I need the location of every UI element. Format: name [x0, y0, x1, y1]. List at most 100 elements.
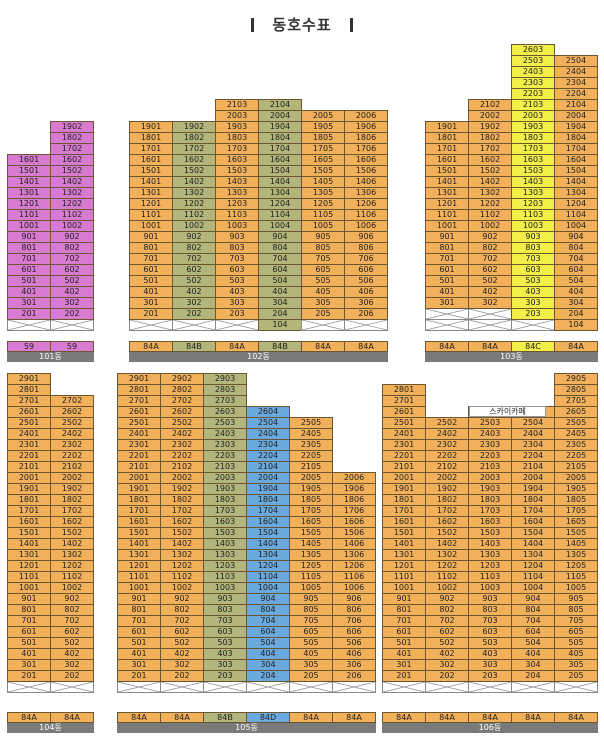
unit-cell[interactable]: 2302 [425, 439, 469, 451]
unit-cell[interactable]: 1404 [554, 176, 598, 188]
unit-cell[interactable]: 704 [554, 253, 598, 265]
unit-cell[interactable]: 1906 [332, 483, 376, 495]
unit-cell[interactable]: 1704 [258, 143, 302, 155]
unit-cell[interactable]: 1101 [7, 209, 51, 221]
unit-cell[interactable]: 1202 [160, 560, 204, 572]
unit-cell[interactable]: 2004 [554, 110, 598, 122]
unit-cell[interactable]: 1201 [382, 560, 426, 572]
unit-cell[interactable]: 1105 [301, 209, 345, 221]
unit-cell[interactable]: 1404 [511, 538, 555, 550]
unit-cell[interactable]: 1303 [203, 549, 247, 561]
unit-cell[interactable]: 303 [511, 297, 555, 309]
unit-cell[interactable]: 605 [554, 626, 598, 638]
unit-cell[interactable]: 1504 [258, 165, 302, 177]
unit-cell[interactable]: 1203 [203, 560, 247, 572]
unit-cell[interactable]: 1904 [258, 121, 302, 133]
unit-cell[interactable]: 1003 [511, 220, 555, 232]
unit-cell[interactable]: 2201 [117, 450, 161, 462]
unit-cell[interactable]: 701 [117, 615, 161, 627]
unit-cell[interactable]: 1301 [382, 549, 426, 561]
unit-cell[interactable]: 1402 [160, 538, 204, 550]
unit-cell[interactable]: 104 [258, 319, 302, 331]
unit-cell[interactable]: 903 [468, 593, 512, 605]
unit-cell[interactable]: 1201 [117, 560, 161, 572]
unit-cell[interactable]: 1605 [301, 154, 345, 166]
unit-cell[interactable]: 201 [129, 308, 173, 320]
unit-cell[interactable]: 1603 [468, 516, 512, 528]
unit-cell[interactable]: 1104 [554, 209, 598, 221]
unit-cell[interactable]: 602 [468, 264, 512, 276]
unit-cell[interactable]: 1505 [289, 527, 333, 539]
unit-cell[interactable]: 2005 [289, 472, 333, 484]
unit-cell[interactable]: 801 [425, 242, 469, 254]
unit-cell[interactable]: 306 [332, 659, 376, 671]
unit-cell[interactable]: 502 [50, 637, 94, 649]
unit-cell[interactable]: 1703 [468, 505, 512, 517]
unit-cell[interactable]: 2103 [203, 461, 247, 473]
unit-cell[interactable]: 1204 [554, 198, 598, 210]
unit-cell[interactable]: 303 [468, 659, 512, 671]
unit-cell[interactable]: 1202 [425, 560, 469, 572]
unit-cell[interactable]: 1905 [289, 483, 333, 495]
unit-cell[interactable]: 201 [7, 670, 51, 682]
unit-cell[interactable]: 1701 [425, 143, 469, 155]
unit-cell[interactable]: 1605 [289, 516, 333, 528]
unit-cell[interactable]: 403 [215, 286, 259, 298]
unit-cell[interactable]: 1702 [50, 143, 94, 155]
unit-cell[interactable]: 802 [172, 242, 216, 254]
unit-cell[interactable]: 1705 [289, 505, 333, 517]
unit-cell[interactable]: 302 [50, 297, 94, 309]
unit-cell[interactable]: 902 [425, 593, 469, 605]
unit-cell[interactable]: 501 [382, 637, 426, 649]
unit-cell[interactable]: 406 [344, 286, 388, 298]
unit-cell[interactable]: 2603 [511, 44, 555, 56]
unit-cell[interactable]: 2201 [7, 450, 51, 462]
unit-cell[interactable]: 703 [511, 253, 555, 265]
unit-cell[interactable]: 2402 [50, 428, 94, 440]
unit-cell[interactable]: 1503 [511, 165, 555, 177]
unit-cell[interactable]: 201 [382, 670, 426, 682]
unit-cell[interactable]: 701 [425, 253, 469, 265]
unit-cell[interactable]: 705 [301, 253, 345, 265]
unit-cell[interactable]: 1205 [301, 198, 345, 210]
unit-cell[interactable]: 705 [289, 615, 333, 627]
unit-cell[interactable]: 2405 [554, 428, 598, 440]
unit-cell[interactable]: 1703 [203, 505, 247, 517]
unit-cell[interactable]: 801 [7, 242, 51, 254]
unit-cell[interactable]: 703 [215, 253, 259, 265]
unit-cell[interactable]: 504 [511, 637, 555, 649]
unit-cell[interactable]: 2701 [382, 395, 426, 407]
unit-cell[interactable]: 1904 [554, 121, 598, 133]
unit-cell[interactable]: 1804 [511, 494, 555, 506]
unit-cell[interactable]: 603 [511, 264, 555, 276]
unit-cell[interactable]: 605 [289, 626, 333, 638]
unit-cell[interactable]: 901 [382, 593, 426, 605]
unit-cell[interactable]: 1401 [7, 538, 51, 550]
unit-cell[interactable]: 1701 [382, 505, 426, 517]
unit-cell[interactable]: 1803 [203, 494, 247, 506]
unit-cell[interactable]: 206 [344, 308, 388, 320]
unit-cell[interactable]: 1903 [468, 483, 512, 495]
unit-cell[interactable]: 803 [215, 242, 259, 254]
unit-cell[interactable]: 405 [289, 648, 333, 660]
unit-cell[interactable]: 602 [50, 626, 94, 638]
unit-cell[interactable]: 1302 [468, 187, 512, 199]
unit-cell[interactable]: 306 [344, 297, 388, 309]
unit-cell[interactable]: 1401 [7, 176, 51, 188]
unit-cell[interactable]: 1301 [7, 187, 51, 199]
unit-cell[interactable]: 1306 [344, 187, 388, 199]
unit-cell[interactable]: 1402 [468, 176, 512, 188]
unit-cell[interactable]: 1602 [172, 154, 216, 166]
unit-cell[interactable]: 603 [468, 626, 512, 638]
unit-cell[interactable]: 1801 [7, 494, 51, 506]
unit-cell[interactable]: 1002 [50, 220, 94, 232]
unit-cell[interactable]: 2101 [7, 461, 51, 473]
unit-cell[interactable]: 2901 [7, 373, 51, 385]
unit-cell[interactable]: 706 [332, 615, 376, 627]
unit-cell[interactable]: 2001 [382, 472, 426, 484]
unit-cell[interactable]: 404 [554, 286, 598, 298]
unit-cell[interactable]: 1602 [425, 516, 469, 528]
unit-cell[interactable]: 1804 [258, 132, 302, 144]
unit-cell[interactable]: 1802 [160, 494, 204, 506]
unit-cell[interactable]: 2104 [511, 461, 555, 473]
